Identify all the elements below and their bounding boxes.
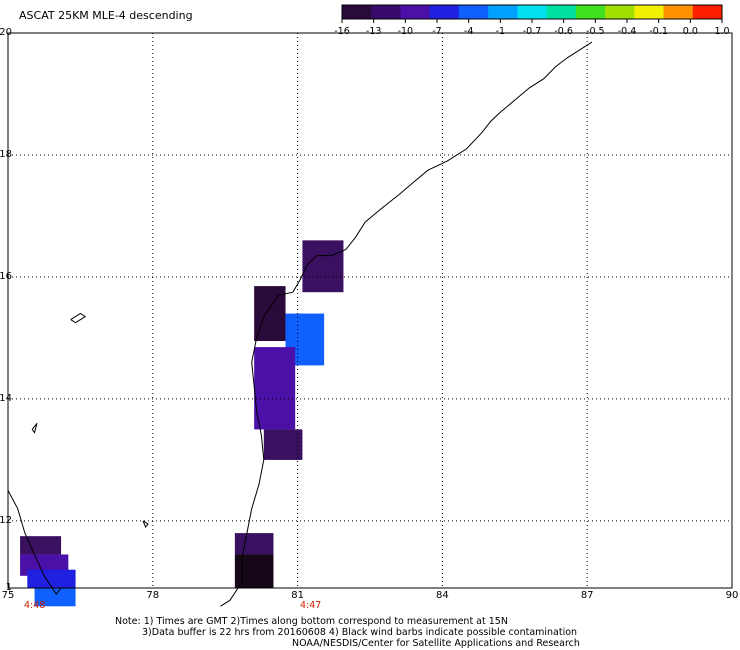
island-outline xyxy=(70,312,87,324)
swath-pixel xyxy=(20,536,62,555)
note-line-3: NOAA/NESDIS/Center for Satellite Applica… xyxy=(292,638,580,649)
colorbar-segment xyxy=(342,5,372,19)
colorbar-segment xyxy=(429,5,460,19)
swath-pixel xyxy=(254,347,296,430)
colorbar-segment xyxy=(692,5,723,19)
coastline xyxy=(241,41,593,582)
colorbar-segment xyxy=(634,5,665,19)
coastline-west xyxy=(7,490,62,595)
x-tick-label: 87 xyxy=(580,590,594,601)
colorbar-segment xyxy=(458,5,489,19)
colorbar-tick-label: -0.6 xyxy=(554,26,573,37)
colorbar-segment xyxy=(605,5,635,19)
map-title: ASCAT 25KM MLE-4 descending xyxy=(19,9,193,22)
island-outline xyxy=(31,422,38,434)
time-label-center: 4:47 xyxy=(300,600,322,611)
colorbar-tick-label: 0.0 xyxy=(682,26,698,37)
colorbar-tick-label: -7 xyxy=(432,26,442,37)
time-label-left: 4:48 xyxy=(24,600,46,611)
colorbar-tick-label: -16 xyxy=(334,26,350,37)
swath-pixel xyxy=(34,588,76,607)
colorbar-tick-label: -1 xyxy=(495,26,506,37)
x-tick-label: 84 xyxy=(436,590,449,601)
y-tick-label: 16 xyxy=(0,270,12,282)
y-tick-label: 20 xyxy=(0,27,12,38)
colorbar-tick-label: -0.1 xyxy=(649,26,668,37)
y-tick-label: 1 xyxy=(5,582,12,593)
swath-pixel xyxy=(27,569,76,588)
note-line-1: Note: 1) Times are GMT 2)Times along bot… xyxy=(115,616,508,627)
colorbar-tick-label: -13 xyxy=(365,26,382,37)
colorbar-segment xyxy=(663,5,694,19)
y-tick-label: 18 xyxy=(0,148,12,160)
colorbar-segment xyxy=(371,5,401,19)
island-outline xyxy=(142,520,149,528)
x-tick-label: 75 xyxy=(1,590,15,601)
colorbar-tick-label: -0.7 xyxy=(522,26,542,37)
colorbar-tick-label: -0.4 xyxy=(617,26,637,37)
colorbar-tick-label: -0.5 xyxy=(586,26,605,37)
y-tick-label: 12 xyxy=(0,514,12,526)
colorbar-segment xyxy=(400,5,431,19)
x-tick-label: 78 xyxy=(146,590,160,601)
swath-pixel xyxy=(234,533,274,555)
swath-pixel xyxy=(302,240,344,293)
colorbar-segment xyxy=(575,5,606,19)
colorbar-tick-label: 1.0 xyxy=(714,26,730,37)
colorbar-segment xyxy=(517,5,548,19)
colorbar-segment xyxy=(488,5,518,19)
x-tick-label: 81 xyxy=(291,590,304,601)
map-frame xyxy=(7,32,733,589)
swath-pixel xyxy=(234,554,274,588)
note-line-2: 3)Data buffer is 22 hrs from 20160608 4)… xyxy=(142,627,578,638)
colorbar xyxy=(341,4,723,23)
swath-pixel xyxy=(263,429,303,460)
y-tick-label: 14 xyxy=(0,392,12,404)
x-tick-label: 90 xyxy=(725,590,739,601)
colorbar-tick-label: -10 xyxy=(397,26,414,37)
colorbar-segment xyxy=(546,5,577,19)
colorbar-tick-label: -4 xyxy=(463,26,474,37)
